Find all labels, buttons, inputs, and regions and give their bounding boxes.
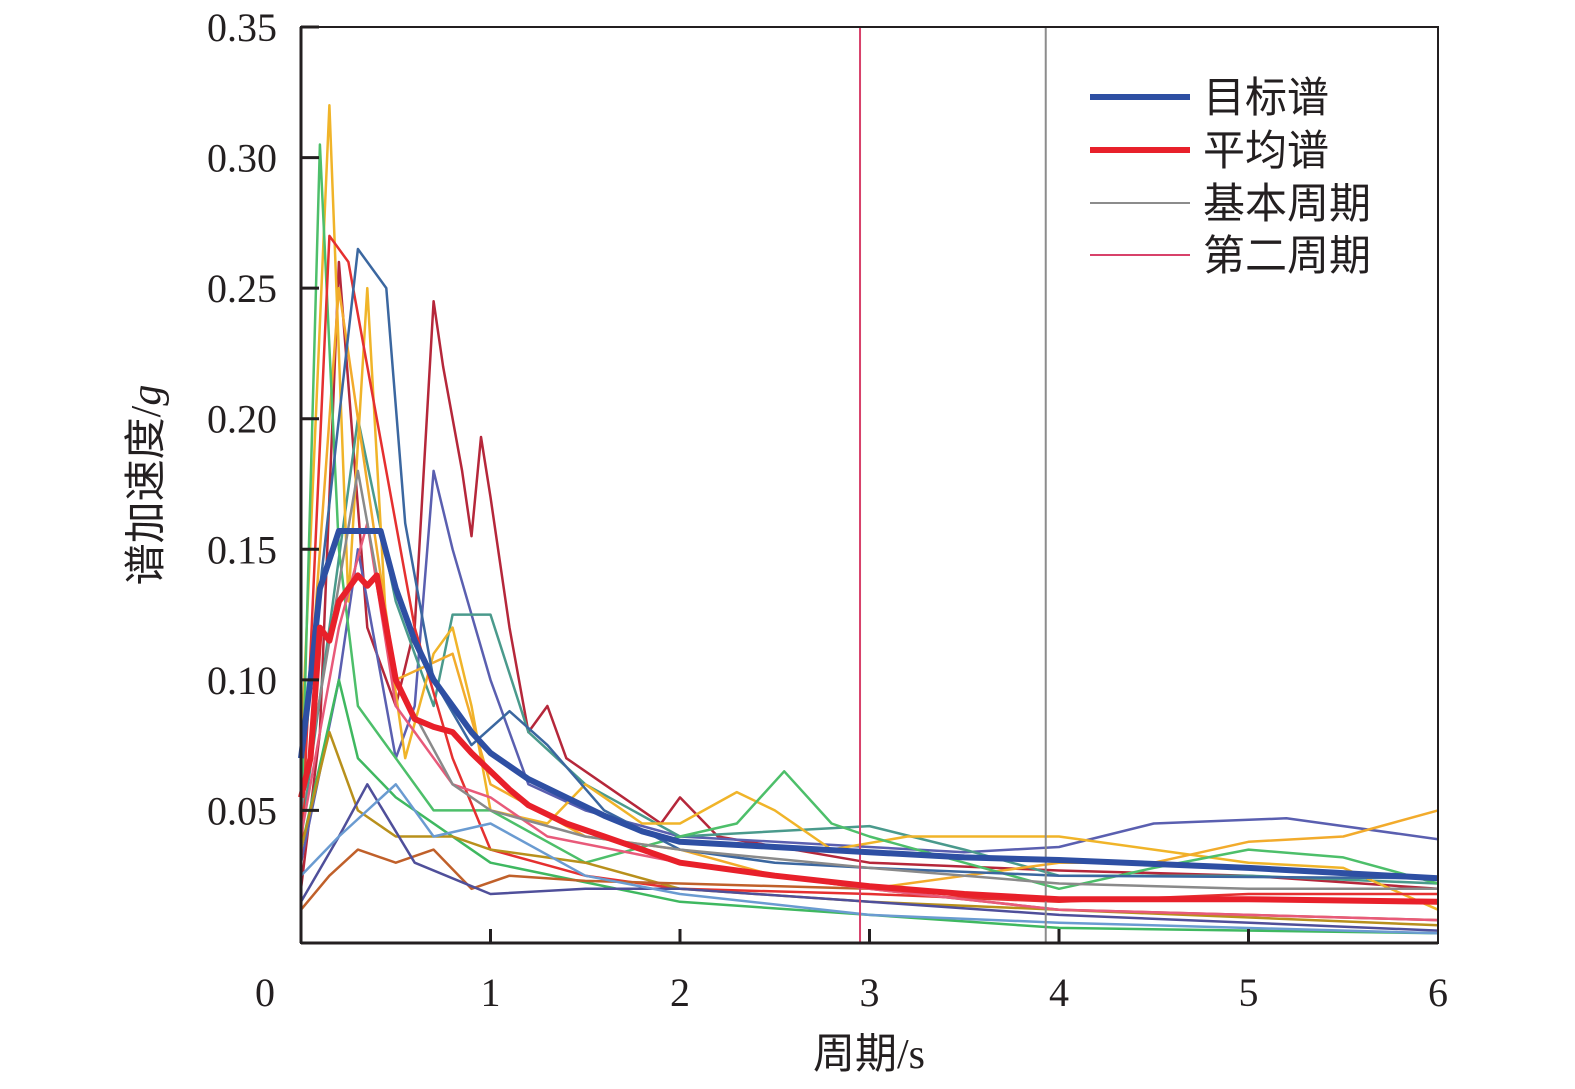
- record-spectrum-line-10: [299, 730, 1439, 927]
- record-spectrum-line-3: [299, 417, 1439, 885]
- x-tick-label: 2: [670, 970, 690, 1015]
- record-spectrum-line-8: [299, 234, 1438, 904]
- record-spectrum-line-13: [300, 783, 1439, 935]
- x-tick-label: 0: [255, 970, 275, 1015]
- x-tick-label: 3: [860, 970, 880, 1015]
- legend-label: 第二周期: [1203, 234, 1371, 280]
- y-axis-label: 谱加速度/g: [124, 385, 170, 586]
- record-spectrum-line-14: [299, 521, 1439, 922]
- y-tick-label: 0.35: [207, 5, 277, 50]
- x-tick-label: 6: [1428, 970, 1448, 1015]
- x-tick-label: 4: [1049, 970, 1069, 1015]
- legend-label: 基本周期: [1203, 182, 1371, 228]
- record-spectrum-line-6: [299, 143, 1439, 891]
- x-tick-label: 5: [1239, 970, 1259, 1015]
- legend-label: 目标谱: [1203, 76, 1329, 122]
- record-spectrum-line-9: [299, 247, 1439, 880]
- y-tick-label: 0.05: [207, 788, 277, 833]
- y-tick-label: 0.20: [207, 397, 277, 442]
- record-spectrum-line-7: [299, 678, 1439, 935]
- y-tick-label: 0.10: [207, 658, 277, 703]
- axis-ticks: 0.05 0.10 0.15 0.20 0.25 0.30 0.35 0 1 2 3 4 5 6: [207, 5, 1448, 1015]
- record-spectrum-line-2: [299, 469, 1439, 863]
- main-spectra: [298, 528, 1439, 905]
- mean-spectrum-line: [298, 572, 1439, 905]
- target-spectrum-line: [298, 528, 1439, 882]
- x-tick-label: 1: [481, 970, 501, 1015]
- legend-label: 平均谱: [1203, 129, 1329, 175]
- record-spectra: [299, 104, 1439, 935]
- y-tick-label: 0.15: [207, 527, 277, 572]
- y-tick-label: 0.30: [207, 136, 277, 181]
- y-tick-label: 0.25: [207, 266, 277, 311]
- record-spectrum-line-1: [299, 260, 1439, 891]
- record-spectrum-line-4: [299, 104, 1439, 911]
- period-lines: [859, 27, 1047, 943]
- record-spectrum-line-12: [299, 783, 1439, 932]
- x-axis-label: 周期/s: [813, 1032, 925, 1078]
